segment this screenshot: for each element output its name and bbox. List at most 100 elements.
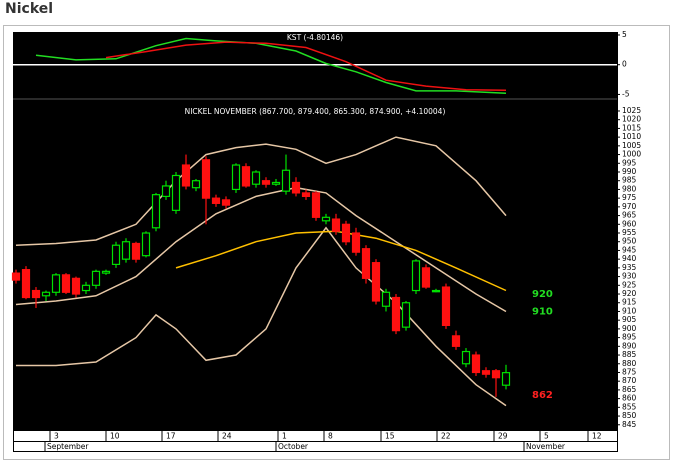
y-tick-label: 865 bbox=[622, 385, 637, 394]
y-tick-label: 940 bbox=[622, 254, 637, 263]
candle-body bbox=[81, 284, 91, 292]
y-tick-label: 870 bbox=[622, 376, 637, 385]
candle-body bbox=[411, 260, 421, 292]
candle-body bbox=[391, 296, 401, 332]
page-title: Nickel bbox=[5, 1, 54, 17]
line-lower bbox=[16, 226, 507, 407]
candle-body bbox=[501, 372, 511, 386]
candle-body bbox=[141, 232, 151, 257]
y-tick-label: 970 bbox=[622, 202, 637, 211]
candle-body bbox=[491, 370, 501, 379]
candle-body bbox=[211, 197, 221, 204]
candle-body bbox=[221, 199, 231, 206]
candle-body bbox=[41, 291, 51, 297]
x-tick-label: 12 bbox=[592, 432, 602, 441]
y-tick-label: 855 bbox=[622, 402, 637, 411]
y-tick-label: 890 bbox=[622, 341, 637, 350]
candle-body bbox=[111, 244, 121, 265]
y-tick-label: 860 bbox=[622, 394, 637, 403]
y-tick-label: 935 bbox=[622, 263, 637, 272]
y-tick-label: 850 bbox=[622, 411, 637, 420]
y-tick-label: 985 bbox=[622, 176, 637, 185]
candle-body bbox=[421, 267, 431, 288]
x-tick-label: 10 bbox=[110, 432, 120, 441]
y-tick-label: 1025 bbox=[622, 106, 641, 115]
candle-body bbox=[351, 232, 361, 253]
y-tick-label: 880 bbox=[622, 359, 637, 368]
candle-body bbox=[271, 181, 281, 185]
candle-body bbox=[21, 269, 31, 299]
candle-body bbox=[461, 350, 471, 365]
x-tick-label: 22 bbox=[441, 432, 451, 441]
plot-area bbox=[13, 32, 617, 430]
candle-body bbox=[441, 286, 451, 327]
y-tick-label: 845 bbox=[622, 420, 637, 429]
x-tick-label: 1 bbox=[282, 432, 287, 441]
candle-body bbox=[101, 270, 111, 274]
level-label: 910 bbox=[532, 306, 553, 317]
y-tick-label: 895 bbox=[622, 333, 637, 342]
y-tick-label: 875 bbox=[622, 367, 637, 376]
y-tick-label: 1020 bbox=[622, 115, 641, 124]
level-label: 862 bbox=[532, 390, 553, 401]
candle-body bbox=[451, 335, 461, 347]
y-tick-label: 900 bbox=[622, 324, 637, 333]
y-tick-label: 915 bbox=[622, 298, 637, 307]
candle-body bbox=[321, 216, 331, 222]
y-tick-label: 1000 bbox=[622, 150, 641, 159]
x-tick-label: 24 bbox=[222, 432, 232, 441]
x-tick-label: 17 bbox=[166, 432, 176, 441]
line-kst bbox=[35, 37, 507, 94]
y-tick-label: -5 bbox=[622, 89, 630, 98]
candle-body bbox=[181, 164, 191, 187]
y-tick-label: 930 bbox=[622, 272, 637, 281]
candle-body bbox=[131, 242, 141, 260]
candle-body bbox=[291, 181, 301, 194]
candle-body bbox=[471, 354, 481, 374]
y-tick-label: 1010 bbox=[622, 132, 641, 141]
x-tick-label: 3 bbox=[54, 432, 59, 441]
candle-body bbox=[151, 194, 161, 229]
y-tick-label: 1005 bbox=[622, 141, 641, 150]
x-tick-label: 8 bbox=[328, 432, 333, 441]
y-tick-label: 980 bbox=[622, 184, 637, 193]
candle-body bbox=[161, 185, 171, 198]
candle-body bbox=[121, 241, 131, 260]
y-tick-label: 945 bbox=[622, 245, 637, 254]
price-title: NICKEL NOVEMBER (867.700, 879.400, 865.3… bbox=[185, 107, 446, 116]
candle-body bbox=[401, 302, 411, 328]
y-tick-label: 955 bbox=[622, 228, 637, 237]
candle-body bbox=[481, 370, 491, 375]
level-label: 920 bbox=[532, 289, 553, 300]
y-tick-label: 920 bbox=[622, 289, 637, 298]
candle-body bbox=[51, 274, 61, 293]
candle-body bbox=[31, 289, 41, 299]
candle-body bbox=[11, 272, 21, 281]
y-tick-label: 965 bbox=[622, 211, 637, 220]
candle-body bbox=[191, 180, 201, 189]
candle-body bbox=[71, 277, 81, 295]
candle-body bbox=[361, 248, 371, 279]
x-tick-label: 15 bbox=[385, 432, 395, 441]
candle-body bbox=[371, 262, 381, 302]
candle-body bbox=[61, 274, 71, 293]
x-tick-label: 5 bbox=[544, 432, 549, 441]
x-tick-label: 29 bbox=[498, 432, 508, 441]
y-tick-label: 960 bbox=[622, 219, 637, 228]
candle-body bbox=[91, 270, 101, 286]
y-tick-label: 0 bbox=[622, 60, 627, 69]
candle-body bbox=[301, 192, 311, 198]
y-tick-label: 5 bbox=[622, 30, 627, 39]
line-signal bbox=[105, 41, 507, 92]
line-middle bbox=[15, 186, 507, 313]
candle-body bbox=[261, 180, 271, 185]
y-tick-label: 990 bbox=[622, 167, 637, 176]
candle-body bbox=[201, 159, 211, 199]
month-label: September bbox=[47, 442, 89, 451]
y-tick-label: 995 bbox=[622, 158, 637, 167]
line-upper bbox=[15, 136, 507, 246]
candle-body bbox=[341, 223, 351, 243]
y-tick-label: 885 bbox=[622, 350, 637, 359]
